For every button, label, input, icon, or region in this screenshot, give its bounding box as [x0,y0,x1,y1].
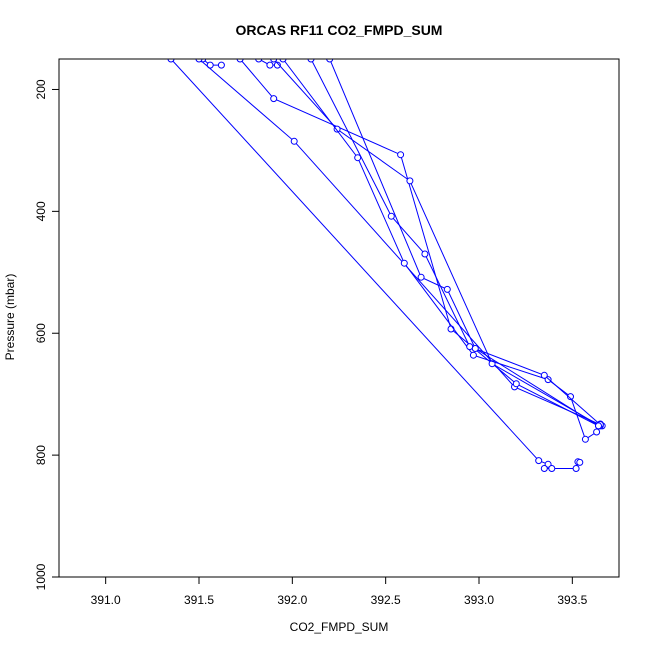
data-point [279,59,287,63]
x-axis-label: CO2_FMPD_SUM [290,620,389,634]
data-point [544,376,552,384]
x-tick-label: 393.5 [557,593,587,607]
series-1 [167,59,584,472]
data-point [576,458,584,466]
series-line [282,59,597,441]
data-point [167,59,175,63]
data-point [387,212,395,220]
data-point [466,343,474,351]
data-point [236,59,244,63]
series-line [239,59,599,427]
y-tick-label: 400 [34,201,48,221]
x-tick-label: 392.5 [371,593,401,607]
x-tick-label: 391.0 [91,593,121,607]
data-point [333,125,341,133]
data-point [417,273,425,281]
y-tick-label: 1000 [34,563,48,590]
data-point [400,259,408,267]
y-axis-label: Pressure (mbar) [3,274,17,361]
data-point [421,250,429,258]
data-point [270,95,278,103]
data-point [548,465,556,472]
chart-title: ORCAS RF11 CO2_FMPD_SUM [236,22,443,38]
data-point [217,61,225,69]
data-point [535,457,543,465]
data-point [581,435,589,443]
data-point [572,465,580,472]
data-point [354,154,362,162]
data-point [469,351,477,359]
data-point [593,428,601,436]
data-point [270,59,278,63]
data-point [290,137,298,145]
data-point [443,285,451,293]
data-point [567,393,574,401]
data-point [266,61,274,69]
data-point [326,59,334,63]
x-tick-label: 392.0 [277,593,307,607]
data-point [512,380,520,388]
series-9 [326,59,602,430]
data-point [406,177,414,185]
data-point [273,61,281,69]
data-point [540,465,548,472]
series-4 [255,59,281,69]
data-point [471,345,479,352]
data-point [307,59,315,63]
y-tick-label: 600 [34,323,48,343]
data-point [195,59,203,63]
series-line [310,59,601,425]
series-7 [279,59,601,443]
y-axis: 200 400 600 800 1000 [34,79,60,590]
series-layer [167,59,606,472]
data-point [540,371,548,379]
x-axis: 391.0 391.5 392.0 392.5 393.0 393.5 [91,576,588,607]
data-point [255,59,263,63]
data-point [595,422,602,430]
y-tick-label: 200 [34,79,48,99]
x-tick-label: 393.0 [464,593,494,607]
y-tick-label: 800 [34,445,48,465]
x-tick-label: 391.5 [184,593,214,607]
data-point [397,151,405,159]
